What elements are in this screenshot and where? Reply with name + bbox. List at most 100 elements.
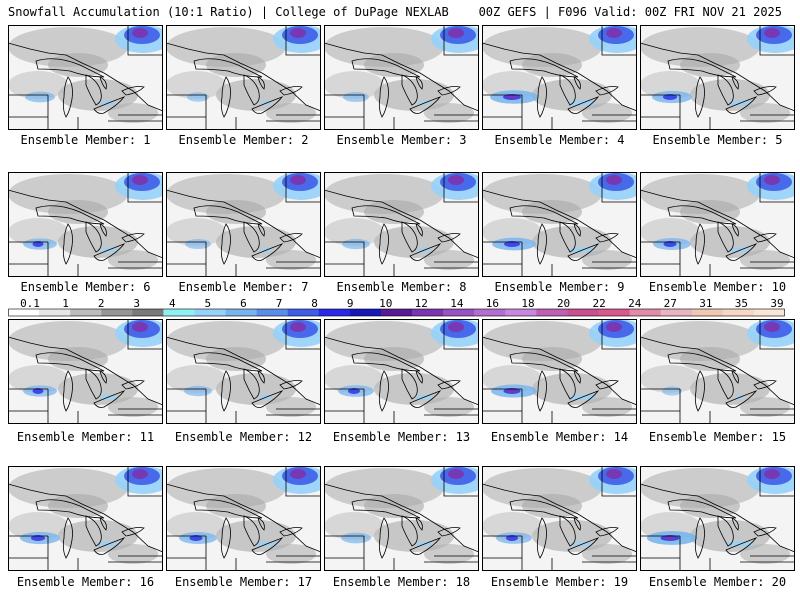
- ensemble-member-label: Ensemble Member: 16: [16, 575, 155, 589]
- ensemble-member-label: Ensemble Member: 11: [16, 430, 155, 444]
- color-swatch: [225, 309, 258, 316]
- ensemble-panel: [482, 172, 637, 277]
- snowfall-map: [640, 172, 795, 277]
- ensemble-member-label: Ensemble Member: 4: [494, 133, 625, 147]
- ensemble-panel: [166, 172, 321, 277]
- color-swatch: [753, 309, 785, 316]
- color-swatch: [598, 309, 631, 316]
- color-swatch: [194, 309, 227, 316]
- ensemble-panel: [324, 172, 479, 277]
- color-swatch: [536, 309, 568, 316]
- ensemble-panel: [324, 466, 479, 571]
- snowfall-map: [166, 172, 321, 277]
- color-swatch: [132, 309, 164, 316]
- color-swatch: [380, 309, 413, 316]
- colorbar-tick-label: 24: [628, 297, 642, 310]
- color-swatch: [39, 309, 71, 316]
- ensemble-panel: [640, 172, 795, 277]
- colorbar-tick-label: 14: [450, 297, 464, 310]
- ensemble-member-label: Ensemble Member: 9: [494, 280, 625, 294]
- ensemble-member-label: Ensemble Member: 15: [648, 430, 787, 444]
- colorbar-tick-label: 2: [98, 297, 105, 310]
- ensemble-panel: [640, 466, 795, 571]
- ensemble-member-label: Ensemble Member: 6: [20, 280, 151, 294]
- ensemble-member-label: Ensemble Member: 2: [178, 133, 309, 147]
- color-swatch: [318, 309, 351, 316]
- colorbar-tick-label: 9: [347, 297, 354, 310]
- ensemble-panel: [324, 25, 479, 130]
- ensemble-member-label: Ensemble Member: 10: [648, 280, 787, 294]
- color-swatch: [722, 309, 755, 316]
- snowfall-map: [640, 319, 795, 424]
- color-swatch: [256, 309, 289, 316]
- ensemble-panel: [8, 172, 163, 277]
- ensemble-panel: [324, 319, 479, 424]
- colorbar-tick-label: 39: [770, 297, 783, 310]
- ensemble-member-label: Ensemble Member: 7: [178, 280, 309, 294]
- color-swatch: [567, 309, 600, 316]
- colorbar-tick-label: 31: [699, 297, 712, 310]
- colorbar-tick-label: 7: [276, 297, 283, 310]
- ensemble-panel: [166, 25, 321, 130]
- ensemble-member-label: Ensemble Member: 17: [174, 575, 313, 589]
- ensemble-member-label: Ensemble Member: 8: [336, 280, 467, 294]
- colorbar-tick-label: 12: [415, 297, 428, 310]
- colorbar-tick-label: 8: [311, 297, 318, 310]
- colorbar-tick-label: 16: [486, 297, 499, 310]
- ensemble-member-label: Ensemble Member: 12: [174, 430, 313, 444]
- colorbar-tick-label: 20: [557, 297, 570, 310]
- ensemble-panel: [166, 466, 321, 571]
- snowfall-map: [8, 466, 163, 571]
- colorbar-tick-label: 4: [169, 297, 176, 310]
- ensemble-panel: [8, 466, 163, 571]
- ensemble-panel: [8, 319, 163, 424]
- colorbar-tick-label: 27: [664, 297, 677, 310]
- colorbar-tick-label: 3: [133, 297, 140, 310]
- colorbar-tick-label: 0.1: [20, 297, 40, 310]
- color-swatch: [660, 309, 693, 316]
- snowfall-map: [482, 466, 637, 571]
- colorbar-tick-label: 22: [593, 297, 606, 310]
- ensemble-member-label: Ensemble Member: 18: [332, 575, 471, 589]
- colorbar-tick-label: 35: [735, 297, 748, 310]
- colorbar-tick-label: 1: [62, 297, 69, 310]
- ensemble-member-label: Ensemble Member: 20: [648, 575, 787, 589]
- color-swatch: [163, 309, 195, 316]
- ensemble-member-label: Ensemble Member: 13: [332, 430, 471, 444]
- snowfall-map: [324, 319, 479, 424]
- model-run-info: 00Z GEFS | F096 Valid: 00Z FRI NOV 21 20…: [478, 5, 782, 19]
- color-swatch: [474, 309, 506, 316]
- color-scale-legend: 0.1 1 2 3 4 5 6 7 8 9 10 12 14 16 18 20 22 24 27 31 35 39: [8, 297, 785, 317]
- ensemble-member-label: Ensemble Member: 1: [20, 133, 151, 147]
- snowfall-map: [8, 319, 163, 424]
- color-swatch: [70, 309, 102, 316]
- ensemble-panel: [640, 25, 795, 130]
- ensemble-member-label: Ensemble Member: 19: [490, 575, 629, 589]
- ensemble-member-label: Ensemble Member: 5: [652, 133, 783, 147]
- colorbar-tick-label: 18: [521, 297, 534, 310]
- color-swatch: [629, 309, 662, 316]
- ensemble-panel: [8, 25, 163, 130]
- page-title: Snowfall Accumulation (10:1 Ratio) | Col…: [8, 5, 449, 19]
- snowfall-map: [482, 319, 637, 424]
- colorbar-tick-label: 10: [379, 297, 392, 310]
- color-swatch: [287, 309, 320, 316]
- snowfall-map: [166, 319, 321, 424]
- snowfall-map: [640, 466, 795, 571]
- ensemble-panel: [482, 466, 637, 571]
- snowfall-map: [8, 25, 163, 130]
- color-swatch: [505, 309, 537, 316]
- ensemble-panel: [640, 319, 795, 424]
- color-swatch: [349, 309, 382, 316]
- snowfall-map: [166, 466, 321, 571]
- ensemble-panel: [482, 319, 637, 424]
- snowfall-map: [8, 172, 163, 277]
- snowfall-map: [640, 25, 795, 130]
- color-swatch: [443, 309, 475, 316]
- color-swatch: [101, 309, 133, 316]
- color-scale-bar: 0.1 1 2 3 4 5 6 7 8 9 10 12 14 16 18 20 22 24 27 31 35 39: [8, 297, 785, 317]
- snowfall-map: [324, 466, 479, 571]
- snowfall-map: [324, 172, 479, 277]
- color-swatch: [8, 309, 40, 316]
- color-swatch: [412, 309, 444, 316]
